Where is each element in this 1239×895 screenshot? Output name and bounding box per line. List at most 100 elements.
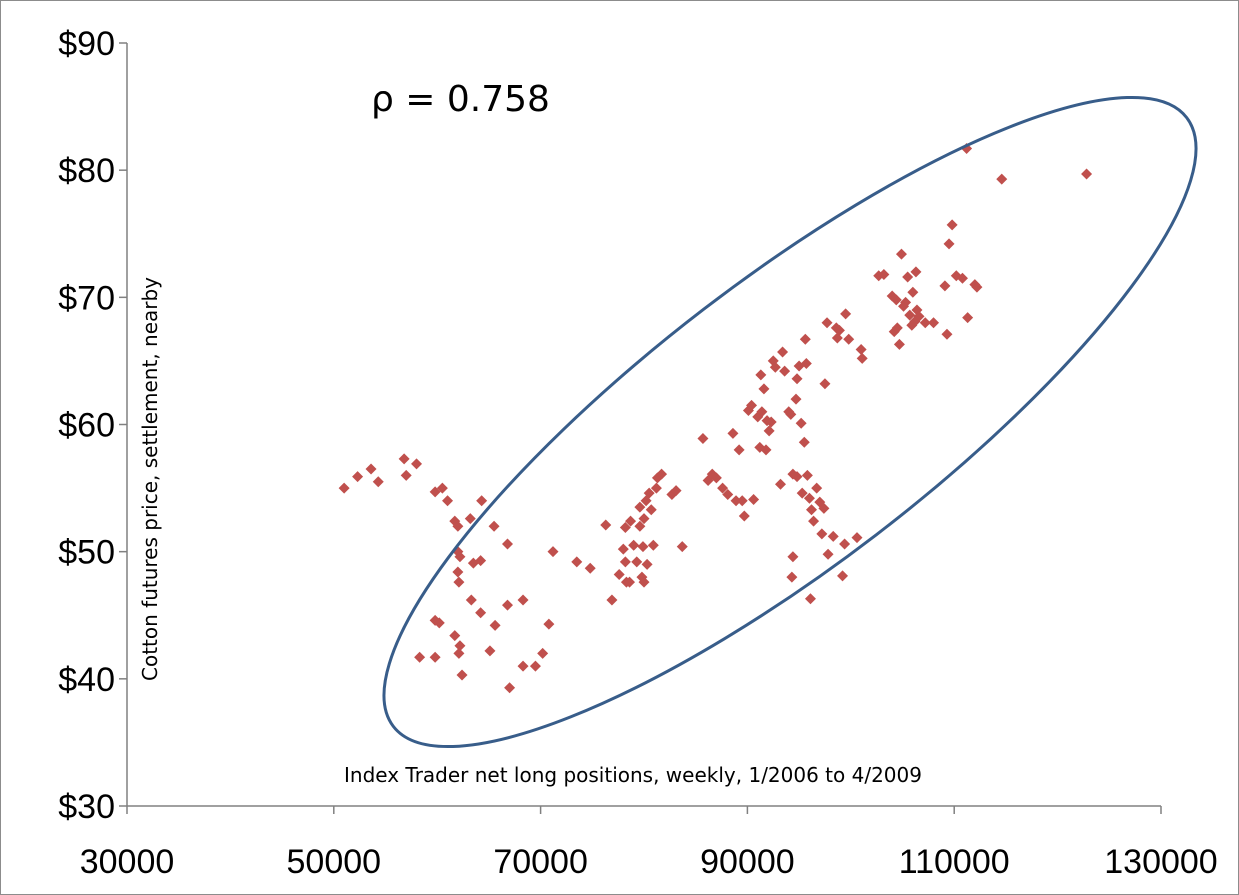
data-point [785, 408, 797, 420]
data-point [891, 322, 903, 334]
data-point [454, 551, 466, 563]
data-point [851, 532, 863, 544]
data-point [907, 286, 919, 298]
data-point [738, 510, 750, 522]
data-point [769, 361, 781, 373]
y-tick-label: $40 [58, 661, 115, 699]
data-point [902, 271, 914, 283]
data-point [398, 453, 410, 465]
data-point [904, 309, 916, 321]
data-point [765, 416, 777, 428]
y-axis: $30 $40 $50 $60 $70 $80 $90 [58, 25, 128, 826]
data-point [352, 471, 364, 483]
data-point [400, 469, 412, 481]
data-point [748, 494, 760, 506]
data-point [372, 476, 384, 488]
data-point [843, 333, 855, 345]
data-point [822, 548, 834, 560]
data-point [956, 272, 968, 284]
data-point [584, 562, 596, 574]
data-point [808, 515, 820, 527]
y-tick-label: $60 [58, 407, 115, 445]
data-point [489, 619, 501, 631]
data-point [928, 317, 940, 329]
data-point [763, 425, 775, 437]
x-axis: 30000 50000 70000 90000 110000 130000 [80, 805, 1218, 881]
data-point [798, 436, 810, 448]
data-point [800, 357, 812, 369]
data-point [338, 482, 350, 494]
data-point [791, 373, 803, 385]
data-point [755, 369, 767, 381]
data-point [624, 576, 636, 588]
data-point [774, 478, 786, 490]
data-point [670, 485, 682, 497]
data-point [429, 651, 441, 663]
data-point [856, 352, 868, 364]
data-point [436, 482, 448, 494]
data-point [502, 538, 514, 550]
data-point [606, 594, 618, 606]
data-point [910, 266, 922, 278]
data-point [697, 432, 709, 444]
data-point [543, 618, 555, 630]
data-point [727, 427, 739, 439]
data-point [411, 458, 423, 470]
data-point [453, 647, 465, 659]
data-point [818, 502, 830, 514]
data-point [647, 539, 659, 551]
data-point [710, 472, 722, 484]
data-point [971, 281, 983, 293]
data-point [641, 558, 653, 570]
data-point [803, 492, 815, 504]
y-tick-label: $30 [58, 788, 115, 826]
data-point [656, 468, 668, 480]
data-point [795, 417, 807, 429]
data-point [919, 317, 931, 329]
x-tick-label: 130000 [1104, 843, 1217, 881]
data-point [476, 495, 488, 507]
data-point [365, 463, 377, 475]
data-point [799, 333, 811, 345]
data-point [650, 482, 662, 494]
data-point [821, 317, 833, 329]
data-point [676, 541, 688, 553]
data-point [962, 312, 974, 324]
data-point [502, 599, 514, 611]
data-point [941, 328, 953, 340]
y-tick-label: $90 [58, 25, 115, 63]
data-point [638, 576, 650, 588]
data-point [779, 365, 791, 377]
data-point [840, 308, 852, 320]
data-point [806, 504, 818, 516]
data-point [414, 651, 426, 663]
correlation-annotation: ρ = 0.758 [371, 79, 550, 120]
data-point [900, 296, 912, 308]
data-point [643, 487, 655, 499]
data-point [996, 173, 1008, 185]
data-points [338, 143, 1093, 694]
data-point [433, 617, 445, 629]
data-point [760, 444, 772, 456]
data-point [613, 569, 625, 581]
data-point [537, 647, 549, 659]
data-point [504, 682, 516, 694]
data-point [456, 669, 468, 681]
data-point [801, 469, 813, 481]
data-point [625, 515, 637, 527]
data-point [946, 219, 958, 231]
data-point [619, 556, 631, 568]
data-point [787, 551, 799, 563]
data-point [890, 294, 902, 306]
data-point [878, 268, 890, 280]
data-point [442, 495, 454, 507]
data-point [465, 594, 477, 606]
data-point [475, 607, 487, 619]
data-point [831, 332, 843, 344]
data-point [628, 539, 640, 551]
data-point [791, 471, 803, 483]
data-point [619, 522, 631, 534]
data-point [452, 566, 464, 578]
data-point [939, 280, 951, 292]
